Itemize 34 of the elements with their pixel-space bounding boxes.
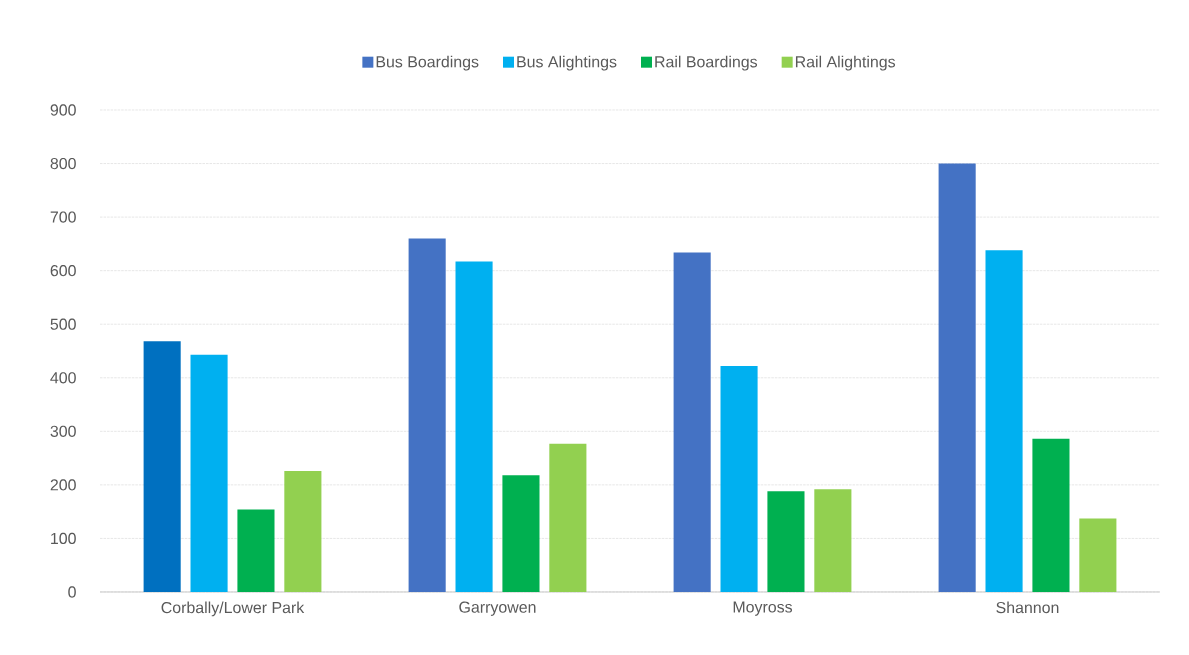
legend-label: Rail Alightings [795,55,896,71]
y-tick-label: 600 [50,265,76,277]
y-tick-label: 400 [50,372,76,384]
y-tick-label: 700 [50,211,76,223]
bar [1079,518,1117,592]
bar [143,341,181,592]
bar [284,470,322,592]
bar [673,252,711,592]
y-tick-label: 800 [50,157,76,170]
bar [985,250,1023,592]
bar [1032,438,1070,592]
bar [455,261,493,592]
bar [720,365,758,592]
x-tick-label: Shannon [996,601,1059,614]
bar [190,354,228,592]
bar [549,443,587,592]
bar [767,491,805,592]
legend-label: Bus Alightings [517,55,617,71]
x-tick-label: Moyross [733,601,793,616]
x-tick-label: Corbally/Lower Park [161,601,305,617]
y-tick-label: 900 [50,104,76,116]
bar [408,238,446,592]
bar [814,489,852,592]
y-tick-label: 500 [50,318,76,330]
y-tick-label: 200 [50,479,76,491]
legend-label: Bus Boardings [376,55,479,71]
bar [938,163,976,592]
bar [502,475,540,592]
y-tick-label: 300 [50,425,76,437]
x-tick-label: Garryowen [459,601,536,616]
legend-label: Rail Boardings [655,55,758,71]
bar [237,509,275,592]
y-tick-label: 100 [51,532,76,545]
y-tick-label: 0 [68,586,76,598]
